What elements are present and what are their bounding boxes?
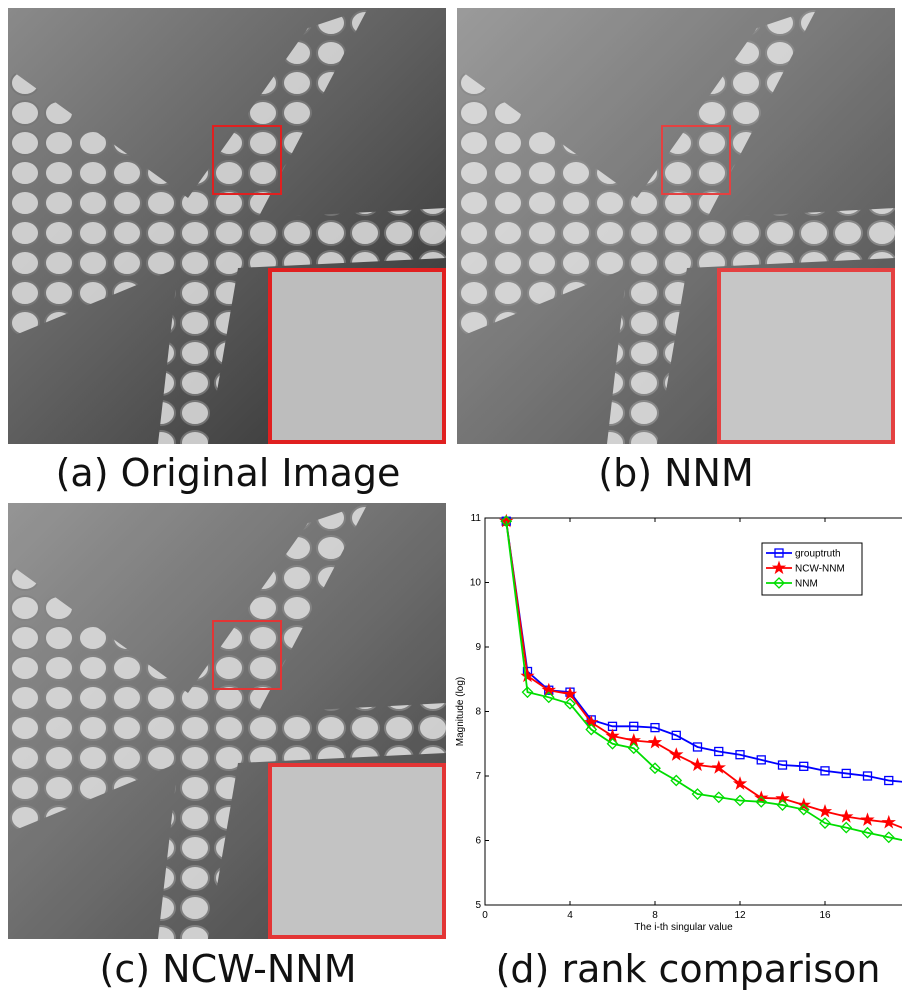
- marker: [840, 821, 853, 834]
- marker: [839, 809, 854, 823]
- x-tick-label: 8: [652, 910, 658, 921]
- legend-marker: [773, 577, 785, 589]
- marker: [776, 799, 789, 811]
- legend-label: NNM: [795, 579, 818, 590]
- y-tick-label: 10: [470, 578, 482, 589]
- marker: [712, 791, 725, 804]
- marker: [670, 774, 683, 787]
- x-tick-label: 4: [567, 910, 573, 921]
- marker: [669, 747, 684, 761]
- image-ncw-nnm: [6, 501, 448, 941]
- marker: [732, 776, 748, 790]
- marker: [627, 742, 640, 755]
- x-tick-label: 16: [819, 910, 831, 921]
- marker: [690, 757, 705, 772]
- chart: 567891011048121620The i-th singular valu…: [455, 513, 902, 933]
- marker: [756, 755, 766, 765]
- marker: [881, 814, 896, 829]
- marker: [520, 668, 535, 683]
- x-axis-label: The i-th singular value: [634, 922, 733, 933]
- marker: [797, 803, 810, 816]
- image-original: [6, 6, 448, 446]
- marker: [650, 722, 660, 733]
- marker: [500, 515, 513, 528]
- caption: (a) Original Image: [56, 451, 401, 495]
- marker: [882, 831, 895, 844]
- y-tick-label: 7: [475, 771, 481, 782]
- y-axis-label: Magnitude (log): [455, 677, 466, 746]
- legend-marker: [774, 548, 784, 558]
- marker: [562, 686, 578, 701]
- marker: [564, 697, 576, 710]
- marker: [775, 791, 790, 805]
- y-tick-label: 9: [475, 642, 481, 653]
- legend-label: NCW-NNM: [795, 564, 845, 575]
- marker: [755, 795, 768, 808]
- marker: [647, 734, 663, 749]
- marker: [862, 771, 873, 781]
- marker: [691, 788, 704, 800]
- marker: [777, 760, 788, 770]
- marker: [841, 768, 851, 779]
- marker: [819, 817, 831, 830]
- y-tick-label: 11: [471, 513, 482, 524]
- caption: (b) NNM: [598, 451, 754, 495]
- marker: [861, 826, 874, 839]
- caption: (d) rank comparison: [496, 947, 881, 991]
- marker: [734, 794, 746, 807]
- marker: [521, 686, 534, 699]
- marker: [606, 737, 619, 750]
- marker: [542, 691, 555, 704]
- y-tick-label: 8: [475, 707, 481, 718]
- legend-label: grouptruth: [795, 549, 841, 560]
- y-tick-label: 5: [475, 900, 481, 911]
- image-nnm: [455, 6, 897, 446]
- x-tick-label: 0: [482, 910, 488, 921]
- marker: [671, 730, 681, 741]
- marker: [884, 775, 894, 786]
- caption: (c) NCW-NNM: [100, 947, 357, 991]
- y-tick-label: 6: [475, 836, 481, 847]
- x-tick-label: 12: [734, 910, 746, 921]
- marker: [817, 803, 833, 818]
- legend-marker: [771, 560, 787, 575]
- marker: [799, 761, 809, 771]
- marker: [585, 723, 598, 736]
- marker: [629, 721, 639, 731]
- marker: [735, 750, 745, 760]
- marker: [714, 746, 724, 757]
- marker: [692, 742, 703, 752]
- marker: [820, 766, 830, 776]
- marker: [711, 760, 726, 774]
- marker: [649, 762, 661, 775]
- marker: [860, 812, 875, 826]
